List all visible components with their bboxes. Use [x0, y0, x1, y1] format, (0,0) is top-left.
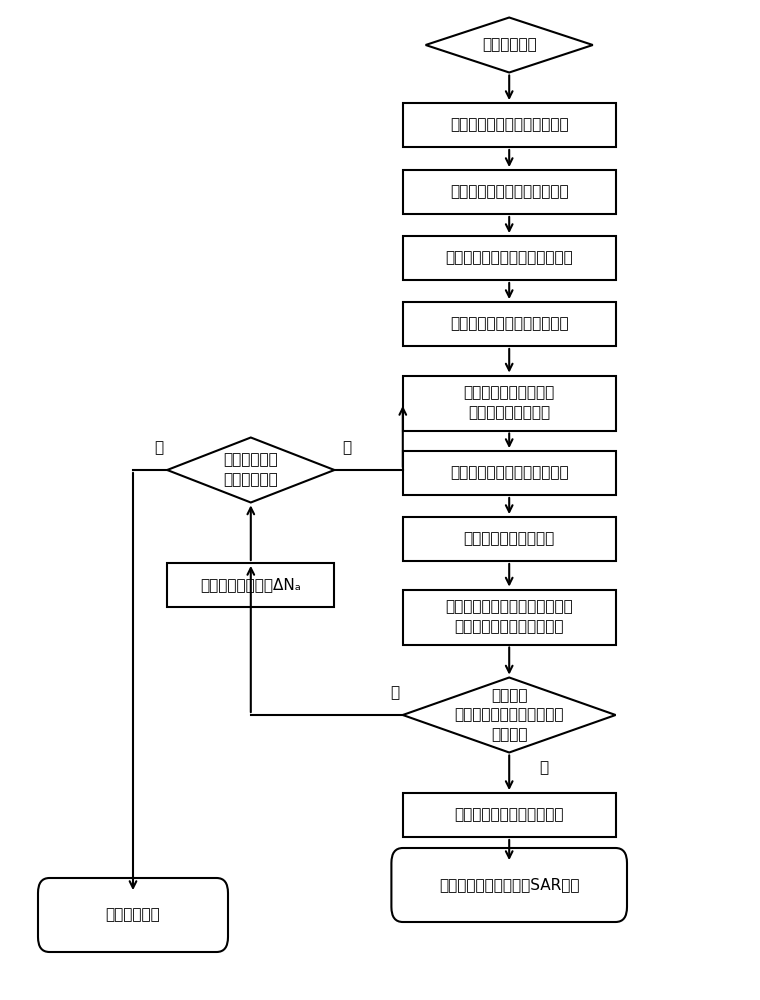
- Text: 是否满足
无发射脉冲遮挡、无星下点
回波干扰: 是否满足 无发射脉冲遮挡、无星下点 回波干扰: [454, 688, 564, 742]
- FancyBboxPatch shape: [403, 451, 616, 495]
- Text: 参数设计失败: 参数设计失败: [106, 908, 160, 922]
- Text: 计算升采样后的地表偏角序列: 计算升采样后的地表偏角序列: [450, 466, 568, 481]
- Polygon shape: [167, 438, 334, 502]
- Polygon shape: [426, 18, 593, 73]
- FancyBboxPatch shape: [403, 236, 616, 280]
- FancyBboxPatch shape: [403, 302, 616, 346]
- Text: 计算雷达平台参数调整规律: 计算雷达平台参数调整规律: [454, 808, 564, 822]
- Text: 计算对地观测任务的导出参数: 计算对地观测任务的导出参数: [450, 184, 568, 200]
- Text: 计算卫星采样序列、场景中心斜
距序列、采样时间间隔序列: 计算卫星采样序列、场景中心斜 距序列、采样时间间隔序列: [445, 600, 573, 634]
- Text: 方位采样点数增加ΔNₐ: 方位采样点数增加ΔNₐ: [201, 578, 301, 592]
- Text: 否: 否: [154, 440, 163, 455]
- Text: 否: 否: [390, 685, 399, 700]
- Text: 计算目标地表偏角序列: 计算目标地表偏角序列: [464, 532, 555, 546]
- FancyBboxPatch shape: [167, 563, 334, 607]
- Text: 计算卫星起始、终止采样时刻: 计算卫星起始、终止采样时刻: [450, 316, 568, 332]
- FancyBboxPatch shape: [403, 517, 616, 561]
- FancyBboxPatch shape: [403, 375, 616, 430]
- Polygon shape: [403, 678, 616, 753]
- Text: 参数设计开始: 参数设计开始: [482, 37, 537, 52]
- FancyBboxPatch shape: [403, 103, 616, 147]
- FancyBboxPatch shape: [38, 878, 228, 952]
- Text: 是: 是: [540, 760, 549, 775]
- Text: 变参数大斜视星载聚束SAR参数: 变参数大斜视星载聚束SAR参数: [439, 878, 579, 892]
- FancyBboxPatch shape: [391, 848, 627, 922]
- Text: 方位采样点数
是否小于上限: 方位采样点数 是否小于上限: [223, 453, 278, 487]
- Text: 是: 是: [342, 440, 351, 455]
- FancyBboxPatch shape: [403, 170, 616, 214]
- FancyBboxPatch shape: [403, 793, 616, 837]
- FancyBboxPatch shape: [403, 589, 616, 645]
- Text: 获取对地观测任务的基本参数: 获取对地观测任务的基本参数: [450, 117, 568, 132]
- Text: 设定初始方位采样点数
卫星采样序列升采样: 设定初始方位采样点数 卫星采样序列升采样: [464, 386, 555, 420]
- Text: 求解采样坐标的多项式拟合系数: 求解采样坐标的多项式拟合系数: [445, 250, 573, 265]
